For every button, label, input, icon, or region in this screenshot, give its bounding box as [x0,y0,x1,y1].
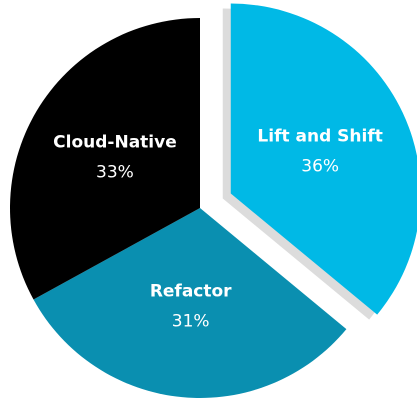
slice-value: 31% [172,311,210,331]
pie-slice [33,208,347,398]
slice-label: Refactor [150,281,232,301]
slice-value: 36% [301,156,339,176]
slice-label: Cloud-Native [53,133,177,153]
pie-slice [230,3,417,315]
pie-slice [9,18,200,300]
slice-value: 33% [96,163,134,183]
slice-label: Lift and Shift [257,126,382,146]
